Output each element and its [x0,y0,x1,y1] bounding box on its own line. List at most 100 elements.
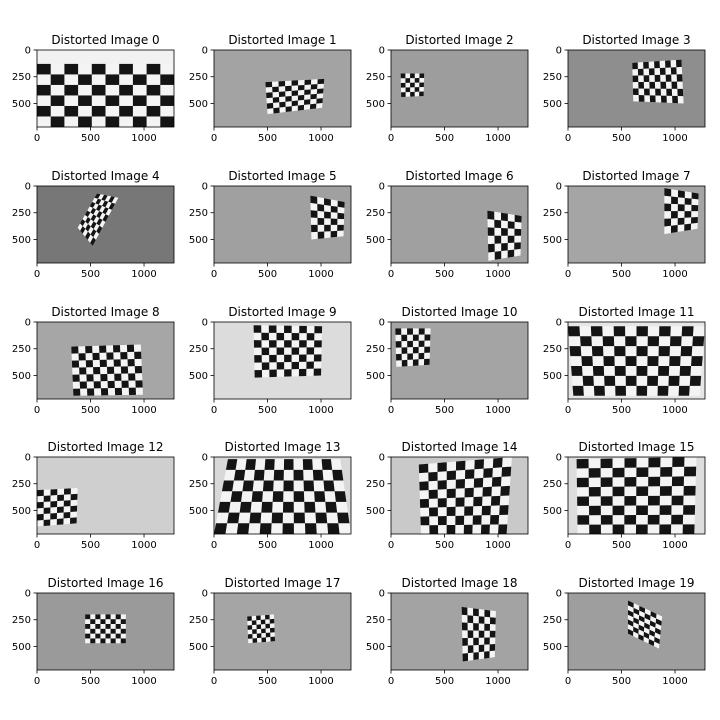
subplot-title: Distorted Image 2 [405,33,513,47]
checker-square [37,513,44,521]
checker-square [110,638,116,644]
checker-square [272,86,279,93]
checker-square [310,93,317,100]
checker-square [251,491,263,502]
checker-square [85,345,93,354]
checker-square [501,243,508,252]
checker-square [80,226,86,234]
checker-square [85,633,91,639]
checker-square [494,251,502,260]
checker-square [424,358,430,366]
checker-square [327,523,340,534]
checker-square [71,346,79,354]
checker-square [464,469,475,480]
x-tick-label: 0 [388,405,394,416]
axes-frame [390,592,529,671]
checker-square [589,505,601,516]
x-tick-label: 1000 [662,133,687,144]
checkerboard [461,606,496,662]
checker-square [407,340,413,348]
checker-square [105,95,120,106]
checker-square [114,373,122,381]
checker-square [412,346,419,354]
checker-square [132,95,147,106]
checker-square [102,200,109,208]
checker-square [230,491,243,502]
checker-square [247,616,252,621]
checker-square [648,457,661,468]
checker-square [614,366,626,376]
subplot-5: Distorted Image 5 0 500 1000 0 250 500 [189,169,352,280]
checker-square [671,476,684,487]
x-tick-label: 1000 [131,540,156,551]
checker-square [239,501,252,513]
checker-square [56,506,64,513]
checker-square [284,369,292,377]
y-tick-label: 0 [556,453,562,464]
checker-square [134,366,143,374]
checker-square [115,624,121,629]
checker-square [473,623,479,631]
checker-square [291,80,299,86]
checker-square [95,624,101,629]
checker-square [260,619,266,625]
checker-square [91,63,106,75]
y-tick-label: 250 [189,208,208,219]
x-tick-label: 500 [81,405,100,416]
x-tick-label: 0 [211,540,217,551]
checker-square [105,74,120,85]
checker-square [43,507,51,514]
subplot-title: Distorted Image 11 [579,305,695,319]
checker-square [85,231,91,240]
checker-square [297,104,305,111]
checker-square [428,489,438,499]
checker-square [64,105,79,117]
checker-square [632,62,638,70]
checker-square [490,495,501,506]
checker-square [600,458,613,469]
checker-square [37,489,44,497]
checker-square [680,346,693,357]
subplot-9: Distorted Image 9 0 500 1000 0 250 500 [189,305,352,416]
y-tick-label: 500 [12,99,31,110]
checker-square [572,385,584,396]
x-tick-label: 1000 [485,405,510,416]
checkerboard [253,325,323,378]
checker-square [478,630,485,638]
checker-square [99,359,107,368]
checker-square [285,106,292,113]
checker-square [317,217,325,225]
axes-frame [567,456,706,535]
subplot-title: Distorted Image 12 [48,440,164,454]
checker-square [677,217,685,226]
checker-square [279,101,286,108]
checker-square [489,617,496,625]
checker-square [314,326,323,334]
checker-square [324,198,331,206]
checker-square [660,81,667,89]
checker-square [648,638,655,647]
checker-square [507,249,515,258]
checker-square [233,469,246,481]
checker-square [80,219,86,227]
checker-square [251,620,257,626]
x-tick-label: 500 [435,133,454,144]
checker-square [50,74,65,85]
checker-square [56,518,64,525]
checker-square [120,352,128,360]
checker-square [71,360,80,368]
checker-square [636,326,648,337]
checker-square [160,116,174,127]
checker-square [249,512,262,524]
y-tick-label: 250 [12,615,31,626]
checker-square [612,486,625,497]
x-tick-label: 0 [565,540,571,551]
checker-square [316,88,324,94]
checker-square [624,458,637,468]
y-tick-label: 0 [25,589,31,600]
checker-square [96,204,103,212]
checker-square [160,74,174,85]
checker-square [600,496,613,506]
subplot-8: Distorted Image 8 0 500 1000 0 250 500 [12,305,175,416]
checker-square [43,495,51,502]
